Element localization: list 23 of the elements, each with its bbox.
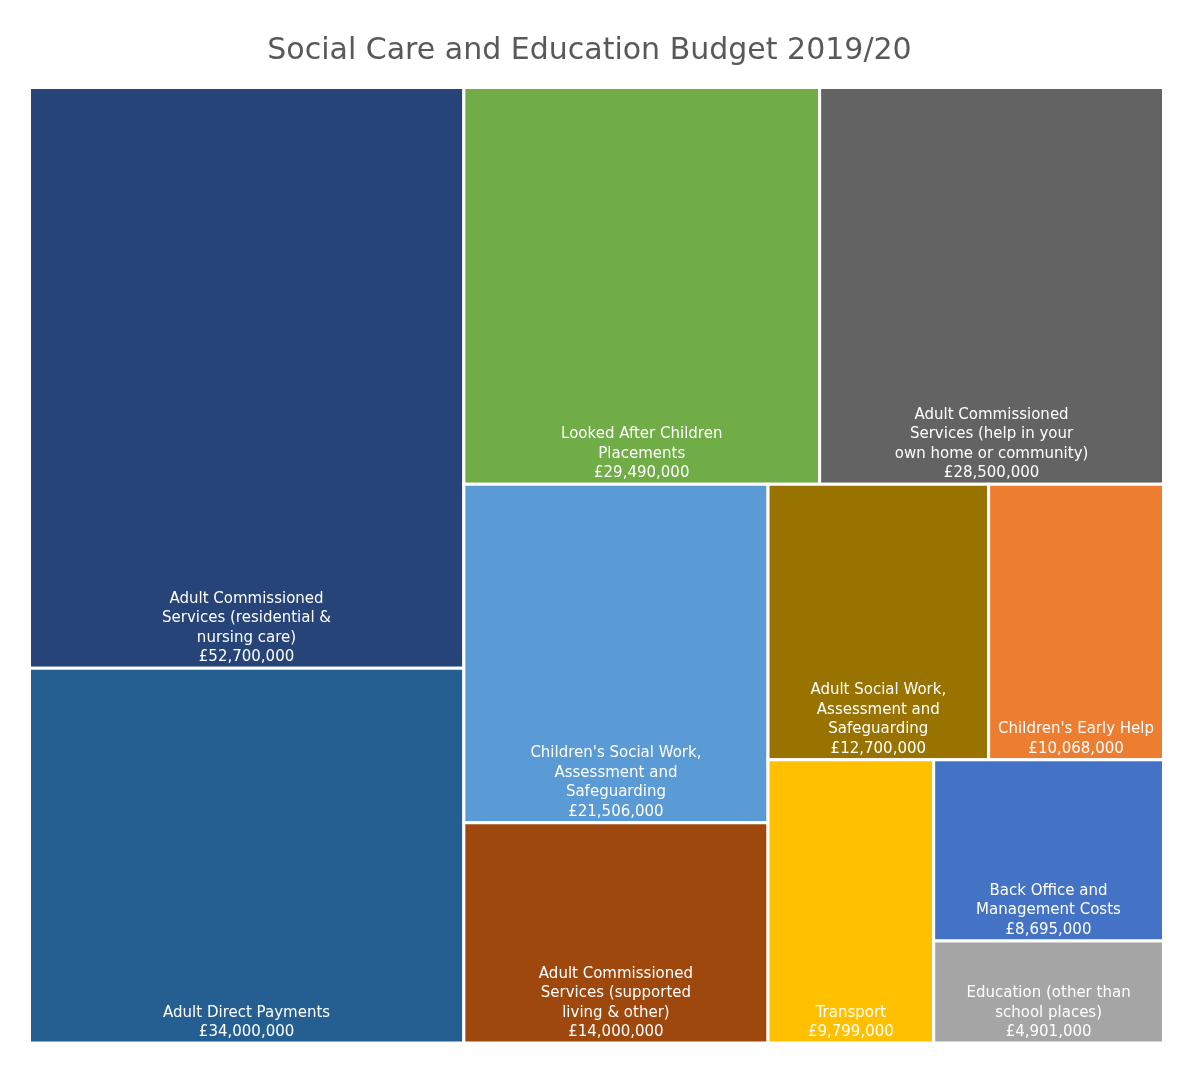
- data-label: £9,799,000: [807, 1022, 894, 1040]
- category-label: Children's Social Work, Assessment and Safeguarding: [530, 743, 702, 801]
- category-label: Adult Social Work, Assessment and Safeguarding: [810, 680, 947, 738]
- text: Social Care and Education Budget 2019/20: [267, 30, 912, 66]
- data-label: £52,700,000: [198, 647, 295, 666]
- data-label: £14,000,000: [568, 1022, 664, 1040]
- category-label: Adult Direct Payments: [163, 1002, 331, 1021]
- category-label: Children's Early Help: [998, 719, 1155, 738]
- category-label: Back Office and Management Costs: [976, 880, 1122, 919]
- data-label: £10,068,000: [1028, 738, 1124, 757]
- category-label: Adult Commissioned Services (residential & nursing care): [162, 588, 332, 646]
- data-label: £28,500,000: [943, 463, 1040, 482]
- data-label: £34,000,000: [198, 1022, 295, 1040]
- category-label: Transport: [814, 1002, 887, 1021]
- category-label: Adult Commissioned Services (supported living & other): [538, 963, 693, 1021]
- data-label: £29,490,000: [594, 463, 690, 482]
- data-label: £4,901,000: [1005, 1022, 1092, 1040]
- data-label: £8,695,000: [1005, 919, 1092, 938]
- data-label: £21,506,000: [568, 801, 664, 820]
- category-label: Education (other than school places): [966, 983, 1131, 1021]
- category-label: Looked After Children Placements: [561, 424, 723, 462]
- category-label: Adult Commissioned Services (help in your own home or community): [894, 404, 1089, 462]
- data-label: £12,700,000: [830, 738, 927, 757]
